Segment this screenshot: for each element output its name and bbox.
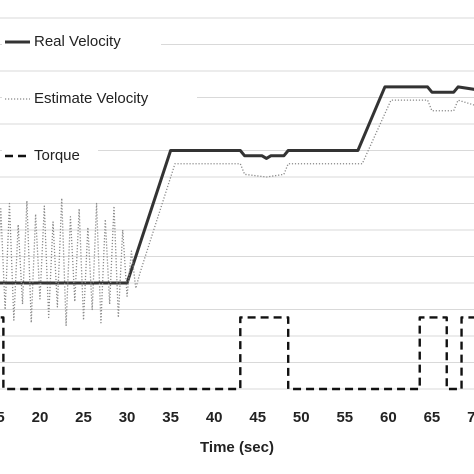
- series-line: [0, 99, 474, 327]
- x-tick-label: 15: [0, 409, 5, 426]
- x-tick-label: 35: [162, 409, 179, 426]
- x-axis-title: Time (sec): [200, 439, 274, 456]
- legend: Real Velocity Estimate Velocity Torque: [2, 31, 197, 167]
- x-tick-label: 50: [293, 409, 310, 426]
- legend-bg: [2, 88, 197, 110]
- x-tick-label: 65: [424, 409, 441, 426]
- x-tick-label: 25: [75, 409, 92, 426]
- x-tick-label: 20: [32, 409, 49, 426]
- legend-label: Real Velocity: [34, 33, 121, 50]
- x-tick-label: 55: [336, 409, 353, 426]
- x-tick-label: 70: [467, 409, 474, 426]
- x-tick-label: 45: [249, 409, 266, 426]
- x-tick-label: 60: [380, 409, 397, 426]
- legend-label: Torque: [34, 147, 80, 164]
- series-line: [0, 316, 474, 391]
- series-line: [0, 85, 474, 285]
- legend-bg: [2, 31, 161, 53]
- legend-bg: [2, 145, 98, 167]
- x-tick-label: 40: [206, 409, 223, 426]
- x-tick-label: 30: [119, 409, 136, 426]
- legend-label: Estimate Velocity: [34, 90, 149, 107]
